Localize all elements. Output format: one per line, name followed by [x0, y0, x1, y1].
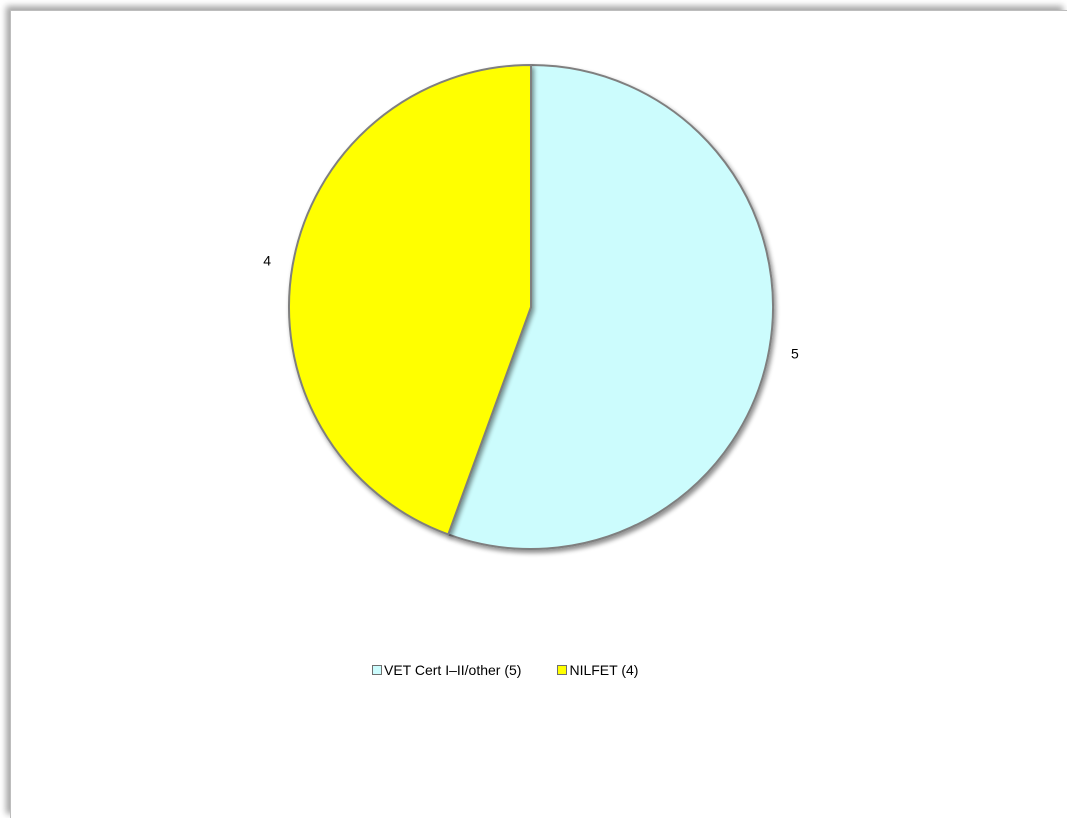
pie-data-labels: 54 — [263, 253, 799, 362]
data-label-nilfet: 4 — [263, 253, 271, 269]
data-label-vet: 5 — [791, 346, 799, 362]
legend-item-vet: VET Cert I–II/other (5) — [372, 662, 521, 678]
legend: VET Cert I–II/other (5) NILFET (4) — [372, 660, 674, 680]
pie-slice-vet — [447, 64, 774, 550]
legend-item-nilfet: NILFET (4) — [557, 662, 638, 678]
legend-label-vet: VET Cert I–II/other (5) — [384, 662, 522, 678]
legend-swatch-nilfet — [557, 665, 568, 675]
pie-slice-nilfet — [288, 64, 532, 536]
legend-swatch-vet — [372, 665, 382, 675]
legend-label-nilfet: NILFET (4) — [569, 662, 639, 678]
pie-slices — [288, 64, 774, 550]
